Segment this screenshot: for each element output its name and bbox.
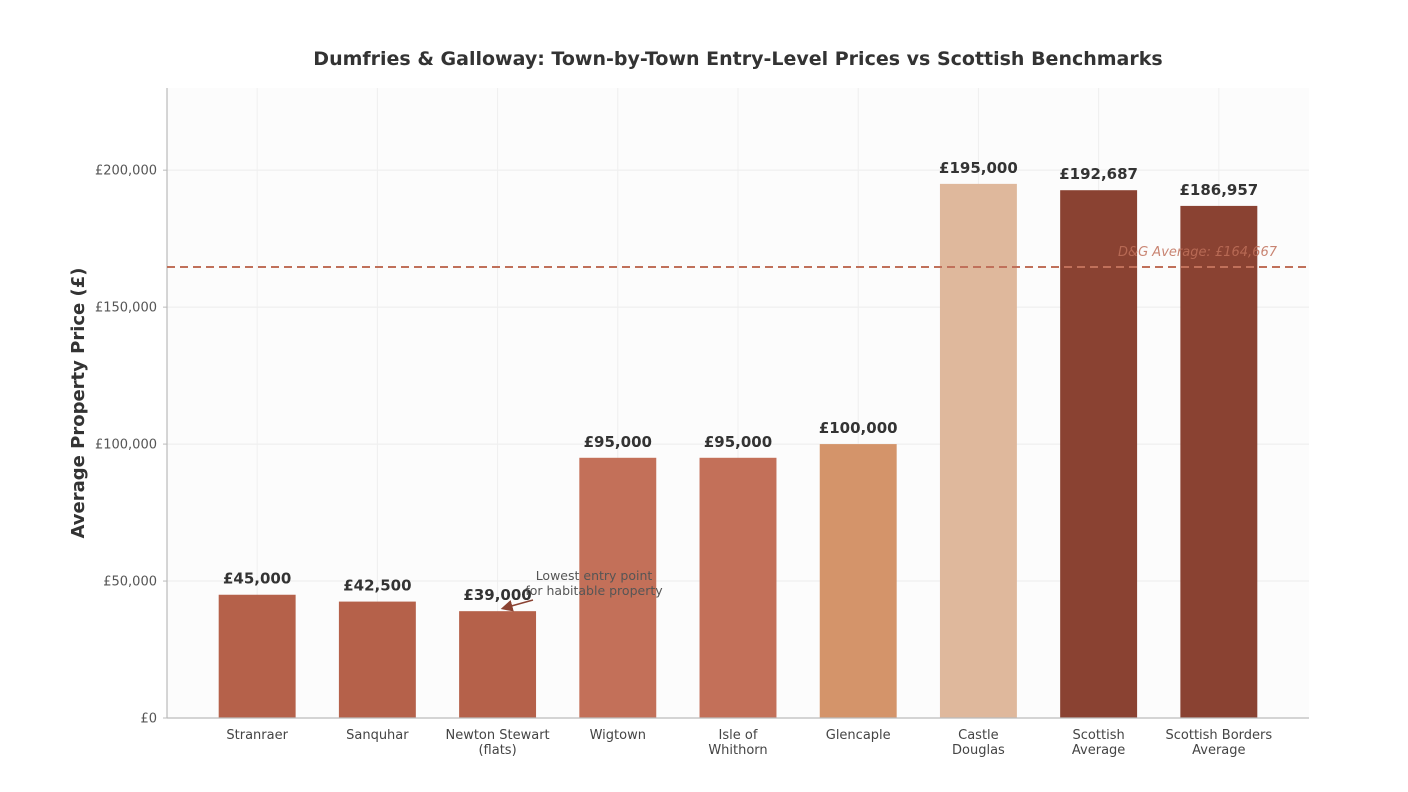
axes: £0 £50,000 £100,000 £150,000 £200,000 Stranra…: [95, 88, 1309, 758]
data-label: £195,000: [939, 159, 1018, 177]
annotation-arrow: [500, 599, 534, 612]
bar: [1060, 190, 1138, 718]
data-label: £39,000: [463, 586, 531, 604]
x-tick-label: Castle Douglas: [952, 728, 1005, 758]
reference-line-group: D&G Average: £164,667: [167, 245, 1309, 268]
data-label: £95,000: [704, 433, 772, 451]
bar: [579, 457, 657, 718]
bars: [218, 183, 1258, 718]
x-tick-label: Stranraer: [226, 728, 288, 743]
y-axis-label: Average Property Price (£): [68, 268, 89, 539]
data-label: £95,000: [584, 433, 652, 451]
x-tick-label: Glencaple: [826, 728, 891, 743]
data-label: £100,000: [819, 419, 898, 437]
x-tick-label: Wigtown: [590, 728, 646, 743]
x-tick-label: Scottish Average: [1072, 728, 1125, 758]
chart-title: Dumfries & Galloway: Town-by-Town Entry-…: [313, 48, 1162, 70]
data-label: £42,500: [343, 577, 411, 595]
y-tick-label: £100,000: [95, 438, 157, 453]
annotation-text: Lowest entry point for habitable property: [525, 568, 663, 598]
x-tick-label: Newton Stewart (flats): [445, 728, 549, 758]
y-tick-label: £0: [140, 712, 157, 727]
data-label: £186,957: [1179, 181, 1258, 199]
bar: [459, 611, 537, 718]
reference-line-label: D&G Average: £164,667: [1118, 245, 1278, 260]
bar: [1180, 205, 1258, 718]
bar: [338, 601, 416, 718]
x-tick-label: Scottish Borders Average: [1166, 728, 1273, 758]
x-tick-label: Sanquhar: [346, 728, 409, 743]
bar: [699, 457, 777, 718]
y-tick-label: £200,000: [95, 164, 157, 179]
annotation-group: Lowest entry point for habitable property: [500, 568, 663, 612]
y-tick-label: £50,000: [103, 575, 157, 590]
data-label: £45,000: [223, 570, 291, 588]
data-label: £192,687: [1059, 165, 1138, 183]
bar: [218, 594, 296, 718]
bar: [939, 183, 1017, 718]
bar: [819, 444, 897, 718]
y-tick-label: £150,000: [95, 301, 157, 316]
x-tick-label: Isle of Whithorn: [708, 728, 767, 758]
data-labels: £45,000 £42,500 £39,000 £95,000 £95,000 £100,…: [223, 159, 1258, 604]
